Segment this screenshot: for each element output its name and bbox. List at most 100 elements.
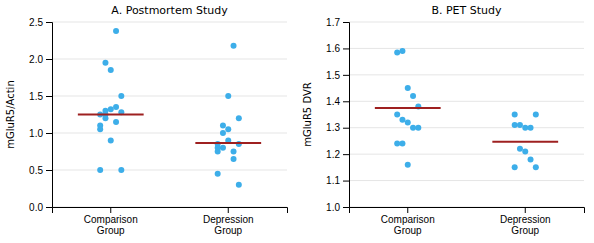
point: [108, 67, 114, 73]
x-tick: DepressionGroup: [500, 207, 551, 236]
point: [522, 149, 528, 155]
point: [231, 149, 237, 155]
y-tick: 1.6: [326, 43, 349, 54]
y-tick-mark: [46, 22, 52, 23]
y-tick: 2.0: [29, 54, 52, 65]
points: [97, 28, 242, 188]
point: [113, 104, 119, 110]
point: [405, 85, 411, 91]
grid-line: [349, 127, 584, 128]
axis-domain: [53, 208, 288, 214]
y-tick: 1.3: [326, 122, 349, 133]
grid-line: [52, 59, 287, 60]
y-tick: 1.2: [326, 149, 349, 160]
grid-line: [52, 133, 287, 134]
point: [108, 106, 114, 112]
x-tick: ComparisonGroup: [381, 207, 435, 236]
x-axis: ComparisonGroupDepressionGroup: [350, 207, 585, 236]
y-tick-label: 1.6: [326, 43, 340, 54]
y-axis-title: mGluR5/Actin: [5, 80, 16, 149]
title: A. Postmortem Study: [111, 4, 228, 17]
y-tick-mark: [343, 181, 349, 182]
x-tick-label-line: Depression: [203, 214, 254, 225]
point: [512, 122, 518, 128]
point: [405, 119, 411, 125]
axis-domain: [46, 23, 53, 208]
y-tick-mark: [46, 133, 52, 134]
axis-domain: [350, 208, 585, 214]
point: [533, 164, 539, 170]
point: [225, 126, 231, 132]
point: [528, 156, 534, 162]
point: [410, 125, 416, 131]
point: [528, 125, 534, 131]
grid-line: [349, 48, 584, 49]
y-tick-mark: [46, 96, 52, 97]
point: [512, 112, 518, 118]
x-tick-label: DepressionGroup: [203, 214, 254, 236]
point: [236, 182, 242, 188]
point: [517, 146, 523, 152]
y-tick: 2.5: [29, 17, 52, 28]
y-tick-label: 1.0: [29, 128, 43, 139]
x-tick-label-line: Depression: [500, 214, 551, 225]
y-tick: 1.7: [326, 17, 349, 28]
x-tick: ComparisonGroup: [84, 207, 138, 236]
y-tick: 1.1: [326, 175, 349, 186]
y-tick-mark: [343, 154, 349, 155]
y-tick-mark: [343, 75, 349, 76]
x-tick-label: ComparisonGroup: [84, 214, 138, 236]
y-tick-label: 1.1: [326, 175, 340, 186]
grid-line: [349, 154, 584, 155]
mean-line: [78, 114, 144, 116]
x-tick-mark: [228, 207, 229, 213]
x-tick-label-line: Group: [97, 225, 125, 236]
y-tick-label: 1.3: [326, 122, 340, 133]
y-axis: 1.01.11.21.31.41.51.61.7: [326, 17, 349, 213]
point: [517, 122, 523, 128]
point: [97, 123, 103, 129]
grid-line: [349, 180, 584, 181]
means: [78, 115, 261, 143]
y-tick: 1.0: [29, 128, 52, 139]
point: [215, 145, 221, 151]
grid-line: [349, 101, 584, 102]
mean-line: [492, 141, 558, 143]
point: [231, 156, 237, 162]
point: [220, 145, 226, 151]
y-axis: 0.00.51.01.52.02.5: [29, 17, 52, 213]
y-tick-mark: [343, 207, 349, 208]
x-tick-label: ComparisonGroup: [381, 214, 435, 236]
mean-line: [195, 142, 261, 144]
means: [375, 108, 558, 142]
mean-line: [375, 107, 441, 109]
grid-line: [52, 96, 287, 97]
y-tick: 1.5: [326, 70, 349, 81]
point: [118, 167, 124, 173]
point: [220, 123, 226, 129]
point: [512, 164, 518, 170]
point: [113, 28, 119, 34]
x-tick-label-line: Comparison: [84, 214, 138, 225]
y-tick-label: 0.0: [29, 202, 43, 213]
point: [533, 112, 539, 118]
y-tick-label: 2.0: [29, 54, 43, 65]
y-tick-label: 1.4: [326, 96, 340, 107]
y-tick-label: 1.5: [326, 70, 340, 81]
x-tick-label-line: Comparison: [381, 214, 435, 225]
points: [394, 48, 539, 170]
point: [394, 112, 400, 118]
grid-line: [52, 170, 287, 171]
grid: [349, 22, 584, 207]
grid-line: [349, 22, 584, 23]
point: [405, 162, 411, 168]
x-tick-label-line: Group: [214, 225, 242, 236]
x-tick-label-line: Group: [511, 225, 539, 236]
y-tick-mark: [46, 59, 52, 60]
x-tick: DepressionGroup: [203, 207, 254, 236]
point: [399, 48, 405, 54]
point: [410, 93, 416, 99]
x-tick-mark: [110, 207, 111, 213]
y-tick: 1.5: [29, 91, 52, 102]
x-axis: ComparisonGroupDepressionGroup: [53, 207, 288, 236]
